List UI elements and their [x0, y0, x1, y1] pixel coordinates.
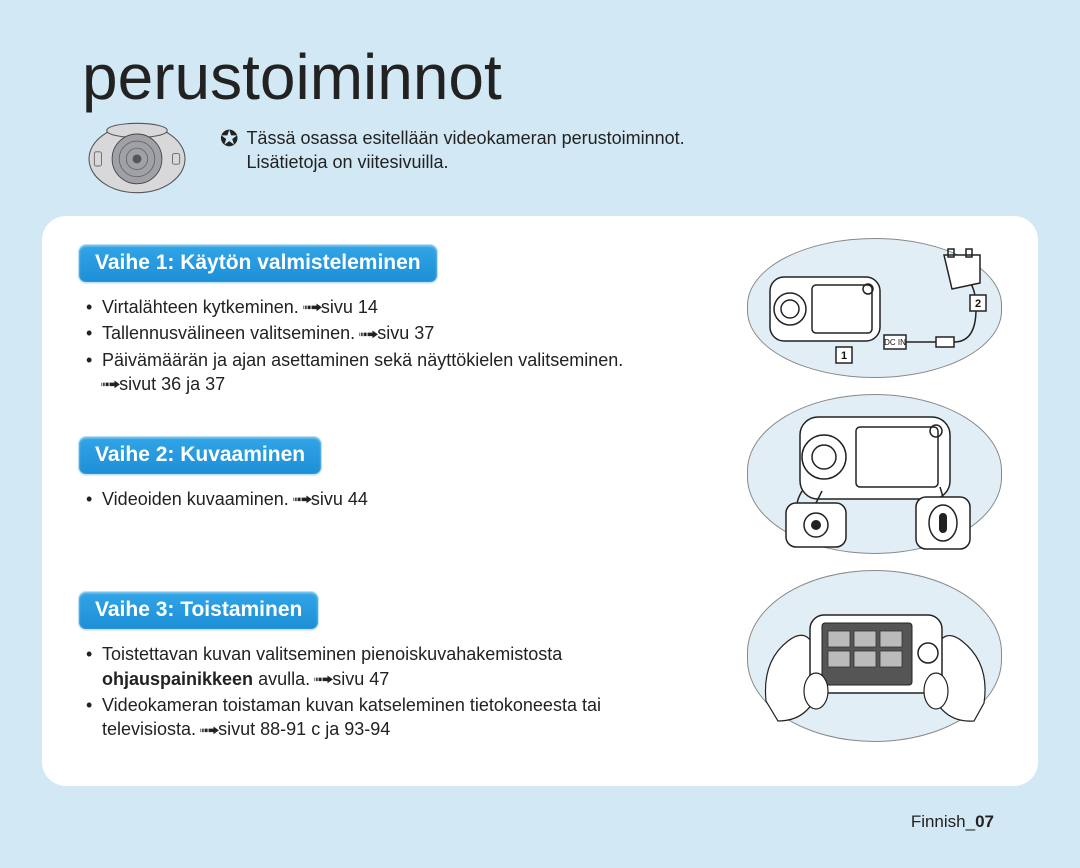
footer-lang: Finnish_ — [911, 812, 975, 831]
star-icon: ✪ — [220, 126, 238, 150]
intro-text: ✪ Tässä osassa esitellään videokameran p… — [220, 118, 685, 175]
list-item: Virtalähteen kytkeminen. ➟sivu 14 — [84, 295, 688, 319]
step-3-bullets: Toistettavan kuvan valitseminen pienoisk… — [78, 642, 688, 741]
illustration-playback — [747, 570, 1002, 742]
page-ref-arrow-icon: ➟ — [199, 721, 220, 739]
list-item: Videoiden kuvaaminen. ➟sivu 44 — [84, 487, 688, 511]
page-ref-arrow-icon: ➟ — [358, 325, 379, 343]
footer-pagenum: 07 — [975, 812, 994, 831]
list-item: Päivämäärän ja ajan asettaminen sekä näy… — [84, 348, 688, 397]
step-badge: Vaihe 1: Käytön valmisteleminen — [78, 244, 438, 283]
step-badge: Vaihe 3: Toistaminen — [78, 591, 319, 630]
svg-text:2: 2 — [975, 298, 981, 310]
steps-column: Vaihe 1: Käytön valmisteleminen Virtaläh… — [78, 244, 688, 742]
page-ref-arrow-icon: ➟ — [313, 670, 334, 688]
step-2-bullets: Videoiden kuvaaminen. ➟sivu 44 — [78, 487, 688, 511]
intro-row: ✪ Tässä osassa esitellään videokameran p… — [82, 118, 1038, 198]
intro-line-1: Tässä osassa esitellään videokameran per… — [246, 126, 684, 150]
svg-text:1: 1 — [841, 350, 847, 362]
content-card: Vaihe 1: Käytön valmisteleminen Virtaläh… — [42, 216, 1038, 786]
manual-page: perustoiminnot ✪ Tässä osassa esitellään… — [42, 40, 1038, 838]
page-ref-arrow-icon: ➟ — [302, 298, 323, 316]
intro-lines: Tässä osassa esitellään videokameran per… — [246, 126, 684, 175]
camera-front-icon — [82, 118, 192, 198]
step-3: Vaihe 3: Toistaminen Toistettavan kuvan … — [78, 591, 688, 741]
page-ref-arrow-icon: ➟ — [100, 375, 121, 393]
step-2: Vaihe 2: Kuvaaminen Videoiden kuvaaminen… — [78, 436, 688, 511]
step-1-bullets: Virtalähteen kytkeminen. ➟sivu 14 Tallen… — [78, 295, 688, 396]
illustration-power: DC IN 1 2 — [747, 238, 1002, 378]
step-badge: Vaihe 2: Kuvaaminen — [78, 436, 322, 475]
step-1: Vaihe 1: Käytön valmisteleminen Virtaläh… — [78, 244, 688, 396]
illustrations-column: DC IN 1 2 — [747, 238, 1002, 742]
page-ref-arrow-icon: ➟ — [292, 490, 313, 508]
list-item: Videokameran toistaman kuvan katselemine… — [84, 693, 688, 742]
page-title: perustoiminnot — [82, 40, 1038, 114]
list-item: Tallennusvälineen valitseminen. ➟sivu 37 — [84, 321, 688, 345]
intro-line-2: Lisätietoja on viitesivuilla. — [246, 150, 684, 174]
page-footer: Finnish_07 — [911, 812, 994, 832]
list-item: Toistettavan kuvan valitseminen pienoisk… — [84, 642, 688, 691]
dcin-label: DC IN — [884, 338, 906, 347]
illustration-record — [747, 394, 1002, 554]
